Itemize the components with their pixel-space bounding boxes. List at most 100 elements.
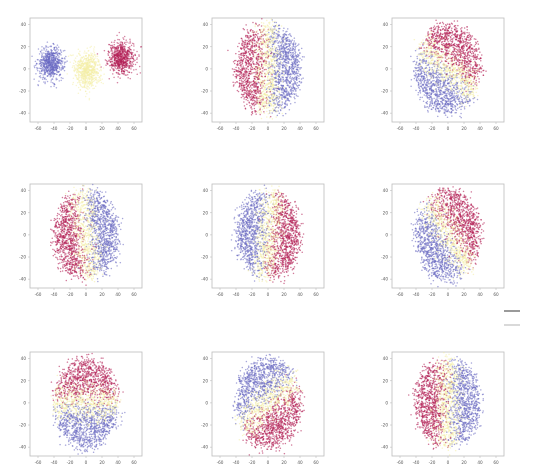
- scatter-point: [249, 97, 251, 99]
- scatter-point: [256, 75, 259, 77]
- scatter-point: [296, 53, 299, 56]
- scatter-point: [233, 62, 236, 65]
- scatter-point: [262, 59, 265, 62]
- scatter-point: [258, 106, 260, 108]
- scatter-point: [242, 77, 245, 80]
- scatter-point: [256, 80, 258, 82]
- scatter-point: [125, 39, 127, 41]
- scatter-point: [286, 94, 289, 96]
- scatter-point: [460, 28, 462, 30]
- x-tick-label: 0: [85, 126, 88, 131]
- scatter-point: [234, 75, 237, 78]
- scatter-point: [263, 97, 265, 99]
- scatter-point: [278, 34, 280, 36]
- x-tick-label: -60: [217, 126, 224, 131]
- scatter-point: [291, 76, 294, 79]
- scatter-point: [278, 24, 280, 27]
- scatter-point: [77, 60, 79, 63]
- scatter-point: [83, 52, 85, 54]
- scatter-point: [274, 66, 276, 68]
- scatter-point: [299, 57, 301, 60]
- scatter-point: [254, 42, 256, 45]
- scatter-point: [131, 51, 134, 54]
- scatter-point: [415, 78, 418, 80]
- scatter-point: [273, 45, 276, 48]
- scatter-point: [280, 56, 282, 59]
- x-tick-label: 40: [115, 126, 121, 131]
- y-tick-label: -40: [381, 111, 388, 116]
- scatter-point: [459, 95, 462, 97]
- scatter-point: [239, 61, 241, 63]
- scatter-point: [294, 101, 296, 104]
- scatter-point: [58, 62, 60, 64]
- scatter-point: [89, 72, 91, 74]
- scatter-point: [259, 92, 262, 95]
- scatter-point: [84, 57, 86, 60]
- scatter-point: [130, 55, 133, 58]
- scatter-point: [39, 72, 41, 75]
- scatter-point: [245, 73, 248, 75]
- scatter-point: [263, 25, 266, 27]
- scatter-point: [98, 70, 101, 72]
- scatter-point: [38, 75, 41, 78]
- scatter-point: [84, 95, 87, 98]
- scatter-point: [274, 40, 276, 42]
- scatter-point: [275, 38, 278, 40]
- scatter-point: [265, 101, 267, 103]
- scatter-point: [128, 55, 130, 57]
- scatter-point: [127, 46, 129, 49]
- scatter-point: [247, 89, 249, 92]
- scatter-point: [241, 37, 243, 40]
- scatter-point: [259, 31, 262, 33]
- scatter-point: [271, 75, 273, 78]
- scatter-point: [256, 73, 258, 76]
- scatter-point: [74, 60, 77, 63]
- scatter-point: [71, 66, 74, 69]
- scatter-point: [277, 65, 280, 68]
- scatter-point: [111, 68, 114, 70]
- scatter-point: [413, 74, 416, 77]
- scatter-point: [428, 55, 430, 58]
- scatter-point: [255, 83, 258, 86]
- scatter-point: [456, 20, 459, 22]
- scatter-point: [50, 51, 52, 53]
- scatter-point: [451, 34, 453, 37]
- scatter-point: [266, 26, 268, 28]
- scatter-point: [75, 74, 77, 77]
- scatter-point: [264, 52, 267, 55]
- scatter-point: [125, 58, 127, 60]
- scatter-point: [293, 93, 295, 95]
- scatter-point: [87, 65, 89, 68]
- scatter-point: [246, 43, 249, 45]
- scatter-point: [254, 75, 256, 78]
- scatter-point: [127, 49, 129, 52]
- scatter-point: [263, 102, 266, 105]
- scatter-point: [268, 62, 270, 64]
- scatter-point: [130, 65, 132, 68]
- scatter-point: [77, 48, 80, 51]
- scatter-point: [120, 59, 123, 61]
- scatter-point: [254, 90, 257, 92]
- scatter-point: [40, 60, 42, 63]
- scatter-point: [270, 103, 272, 105]
- scatter-point: [279, 48, 281, 50]
- scatter-point: [274, 36, 276, 38]
- scatter-point: [247, 61, 250, 64]
- scatter-point: [461, 105, 463, 107]
- scatter-point: [112, 51, 114, 54]
- scatter-point: [256, 77, 259, 79]
- scatter-point: [454, 84, 457, 86]
- scatter-point: [436, 25, 438, 28]
- scatter-point: [59, 73, 61, 76]
- scatter-point: [269, 80, 271, 82]
- scatter-point: [238, 84, 241, 87]
- scatter-point: [270, 26, 272, 28]
- scatter-point: [250, 114, 253, 116]
- scatter-point: [303, 56, 305, 58]
- scatter-point: [267, 103, 269, 105]
- scatter-point: [113, 41, 115, 44]
- scatter-point: [280, 104, 283, 107]
- scatter-point: [292, 84, 294, 87]
- scatter-point: [53, 82, 55, 85]
- scatter-point: [267, 88, 269, 90]
